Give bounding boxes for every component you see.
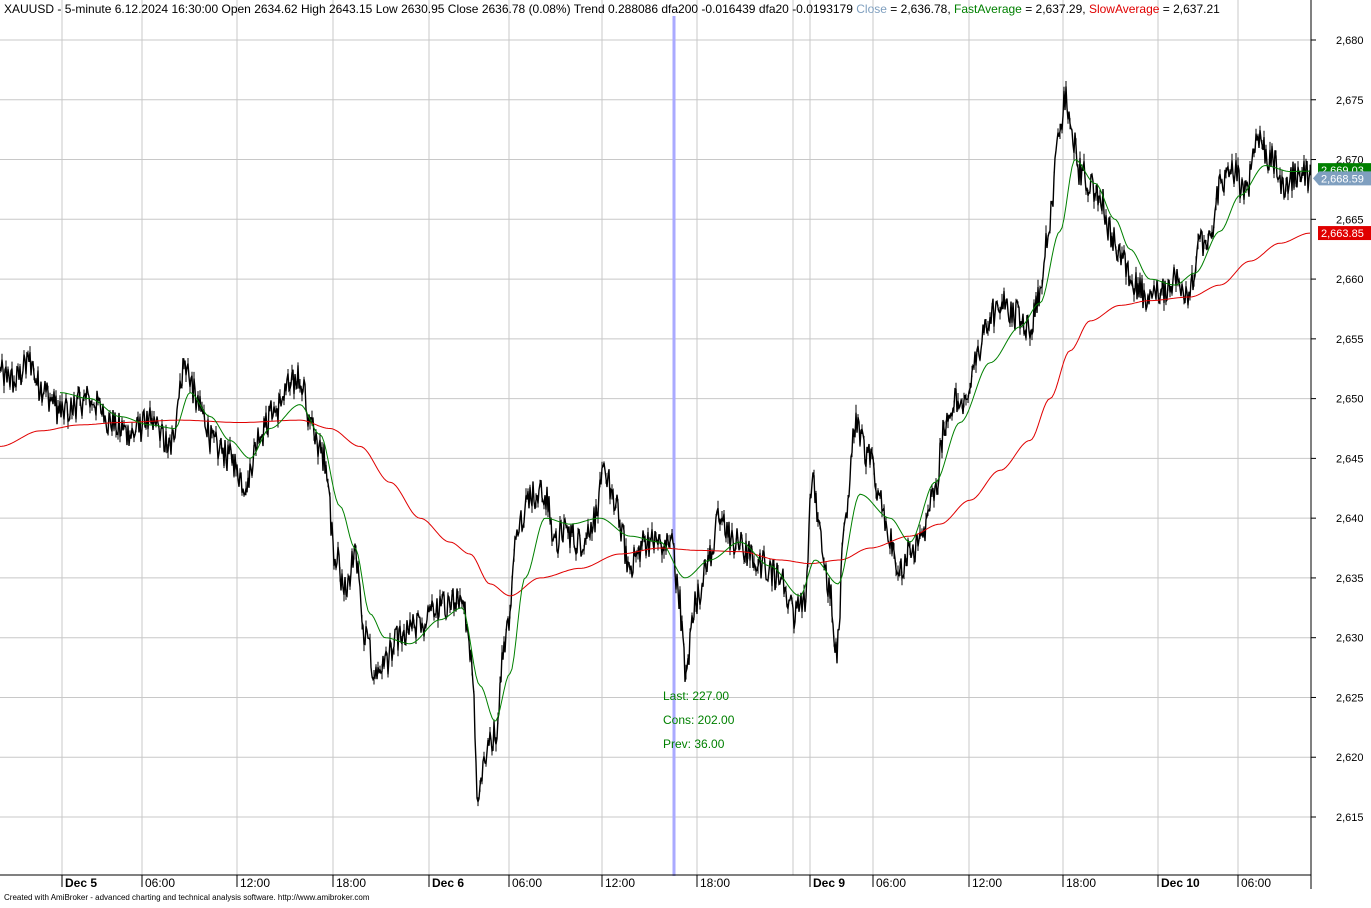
header-symbol: XAUUSD — [4, 2, 54, 16]
y-tick-label: 2,660 — [1336, 274, 1364, 286]
legend-fast-value: 2,637.29 — [1036, 2, 1083, 16]
x-tick-label: 12:00 — [972, 876, 1002, 890]
y-tick-label: 2,620 — [1336, 752, 1364, 764]
badge-value: 2,663.85 — [1321, 228, 1364, 240]
badge-bg — [1313, 171, 1371, 186]
x-tick-label: 18:00 — [700, 876, 730, 890]
bar-selector-line[interactable] — [672, 16, 676, 876]
y-tick-label: 2,680 — [1336, 35, 1364, 47]
y-tick-label: 2,635 — [1336, 573, 1364, 585]
legend-fast-label: FastAverage — [954, 2, 1022, 16]
header-dfa200-label: dfa200 — [661, 2, 698, 16]
x-tick-label: 06:00 — [145, 876, 175, 890]
legend-slow-label: SlowAverage — [1089, 2, 1160, 16]
chart-header: XAUUSD - 5-minute 6.12.2024 16:30:00 Ope… — [4, 2, 1220, 16]
y-tick-label: 2,675 — [1336, 95, 1364, 107]
series-fast-average — [59, 159, 1310, 722]
header-change: (0.08%) — [529, 2, 571, 16]
header-dfa20-label: dfa20 — [759, 2, 789, 16]
footer-credit: Created with AmiBroker - advanced charti… — [4, 893, 370, 902]
header-trend: 0.288086 — [608, 2, 658, 16]
header-dfa200: -0.016439 — [701, 2, 755, 16]
x-tick-label: 06:00 — [876, 876, 906, 890]
y-tick-label: 2,630 — [1336, 633, 1364, 645]
x-tick-label: Dec 10 — [1161, 876, 1200, 890]
series-slow-average — [0, 232, 1311, 597]
header-trend-label: Trend — [574, 2, 605, 16]
badge-close: 2,668.59 — [1313, 171, 1371, 186]
header-low-label: Low — [376, 2, 398, 16]
x-tick-label: 06:00 — [1241, 876, 1271, 890]
annotation-prev: Prev: 36.00 — [663, 737, 725, 751]
header-open: 2634.62 — [254, 2, 298, 16]
header-open-label: Open — [222, 2, 251, 16]
y-tick-label: 2,650 — [1336, 394, 1364, 406]
x-tick-label: 18:00 — [1066, 876, 1096, 890]
annotation-cons: Cons: 202.00 — [663, 713, 735, 727]
horizontal-gridlines — [0, 39, 1311, 818]
y-tick-label: 2,665 — [1336, 214, 1364, 226]
badge-value: 2,668.59 — [1321, 173, 1364, 185]
header-low: 2630.95 — [401, 2, 445, 16]
annotation-last: Last: 227.00 — [663, 689, 729, 703]
y-tick-label: 2,655 — [1336, 334, 1364, 346]
x-axis-labels: Dec 5 06:00 12:00 18:00 Dec 6 06:00 12:00 18:00… — [61, 875, 1271, 890]
header-datetime: 6.12.2024 16:30:00 — [115, 2, 219, 16]
badge-bg — [1318, 226, 1371, 241]
x-tick-label: Dec 6 — [432, 876, 464, 890]
header-high-label: High — [301, 2, 326, 16]
legend-slow-value: 2,637.21 — [1173, 2, 1220, 16]
header-high: 2643.15 — [329, 2, 373, 16]
header-interval: 5-minute — [65, 2, 112, 16]
y-tick-label: 2,625 — [1336, 692, 1364, 704]
y-tick-label: 2,645 — [1336, 453, 1364, 465]
x-tick-label: 12:00 — [605, 876, 635, 890]
legend-close-label: Close — [856, 2, 887, 16]
header-dfa20: -0.0193179 — [792, 2, 853, 16]
x-tick-label: 12:00 — [240, 876, 270, 890]
legend-close-value: 2,636.78 — [901, 2, 948, 16]
header-close-label: Close — [448, 2, 479, 16]
x-tick-label: 06:00 — [512, 876, 542, 890]
vertical-gridlines — [61, 0, 1239, 875]
y-tick-label: 2,615 — [1336, 812, 1364, 824]
series-close — [0, 86, 1311, 805]
x-tick-label: Dec 9 — [813, 876, 845, 890]
header-close: 2636.78 — [482, 2, 526, 16]
last-value-badges: 2,669.032,668.592,663.85 — [1313, 163, 1371, 241]
x-tick-label: Dec 5 — [65, 876, 97, 890]
x-tick-label: 18:00 — [336, 876, 366, 890]
y-tick-label: 2,640 — [1336, 513, 1364, 525]
y-axis-ticks: 2,615 2,620 2,625 2,630 2,635 2,640 2,645 2,650… — [1311, 35, 1364, 824]
badge-slowaverage: 2,663.85 — [1318, 226, 1371, 241]
